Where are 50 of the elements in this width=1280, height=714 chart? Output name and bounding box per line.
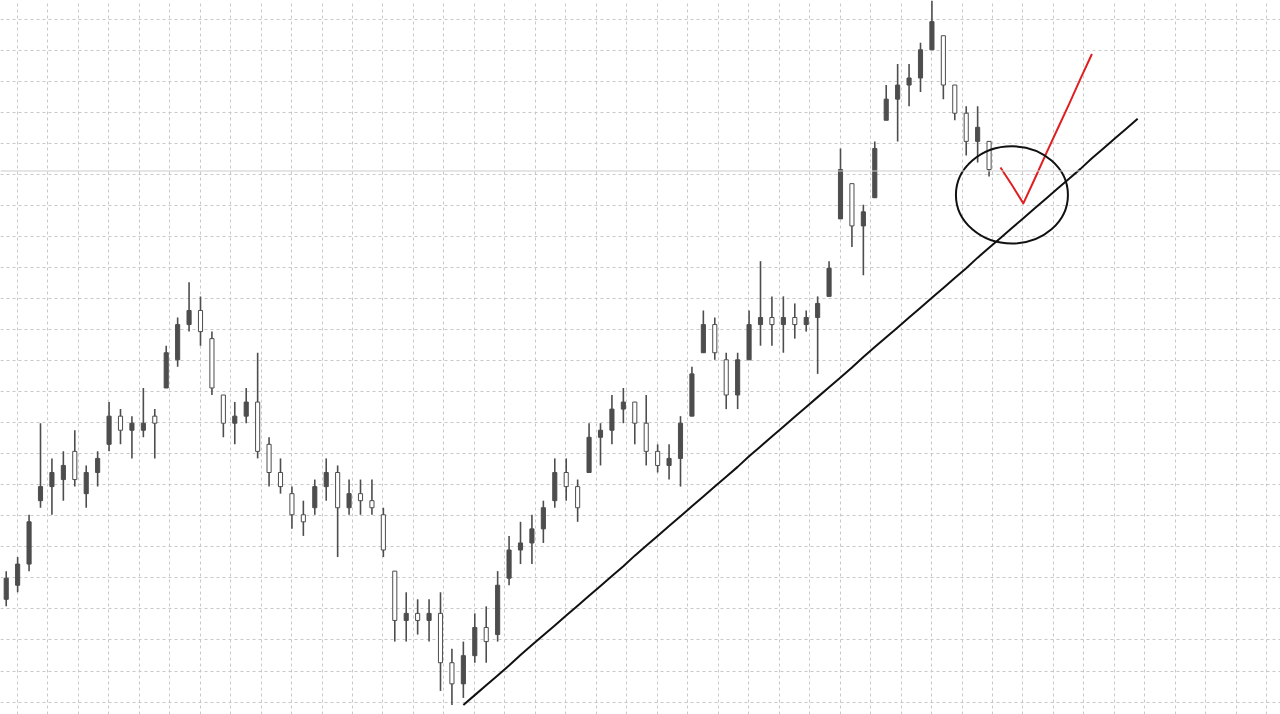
candlestick xyxy=(597,422,604,467)
candlestick xyxy=(37,422,44,509)
candlestick xyxy=(403,591,409,643)
candlestick xyxy=(369,478,375,516)
candlestick xyxy=(60,450,66,502)
candlestick xyxy=(3,570,9,608)
candlestick xyxy=(49,457,55,516)
candlestick xyxy=(860,204,866,277)
candlestick xyxy=(540,499,546,544)
candlestick xyxy=(95,450,101,488)
candlestick xyxy=(769,295,775,347)
candlestick xyxy=(975,105,981,164)
candlestick xyxy=(243,387,249,424)
candlestick xyxy=(289,485,295,530)
candlestick xyxy=(117,408,124,446)
candlestick xyxy=(197,295,204,347)
candlestick xyxy=(655,443,661,474)
candlestick xyxy=(666,443,672,481)
candlestick xyxy=(152,408,158,460)
candlestick xyxy=(609,394,615,446)
candlestick xyxy=(895,63,901,143)
candlestick xyxy=(780,295,786,354)
candlestick xyxy=(529,513,535,565)
candlestick xyxy=(277,457,284,495)
candlestick xyxy=(323,457,329,502)
candlestick xyxy=(426,598,432,643)
candlestick xyxy=(803,309,809,333)
candlestick xyxy=(517,521,524,565)
candlestick xyxy=(357,478,364,516)
candlestick xyxy=(346,478,352,516)
candlestick xyxy=(140,387,146,439)
candlestick xyxy=(757,260,764,347)
candlestick xyxy=(83,464,89,509)
candlestick xyxy=(575,478,581,523)
candlestick xyxy=(563,457,569,502)
candlestick xyxy=(620,387,626,424)
candlestick xyxy=(312,478,318,516)
candlestick xyxy=(415,598,421,636)
candlestick xyxy=(906,63,912,107)
candlestick xyxy=(186,281,192,333)
candlestick xyxy=(815,295,821,375)
candlestick xyxy=(300,499,306,537)
candlestick xyxy=(129,415,135,460)
candlestick xyxy=(792,302,798,340)
candlestick xyxy=(15,556,21,594)
candlestick xyxy=(232,401,238,446)
candlestick xyxy=(883,84,889,122)
candlestick xyxy=(483,605,489,664)
candlestick xyxy=(632,401,638,446)
candlestick xyxy=(449,647,455,706)
